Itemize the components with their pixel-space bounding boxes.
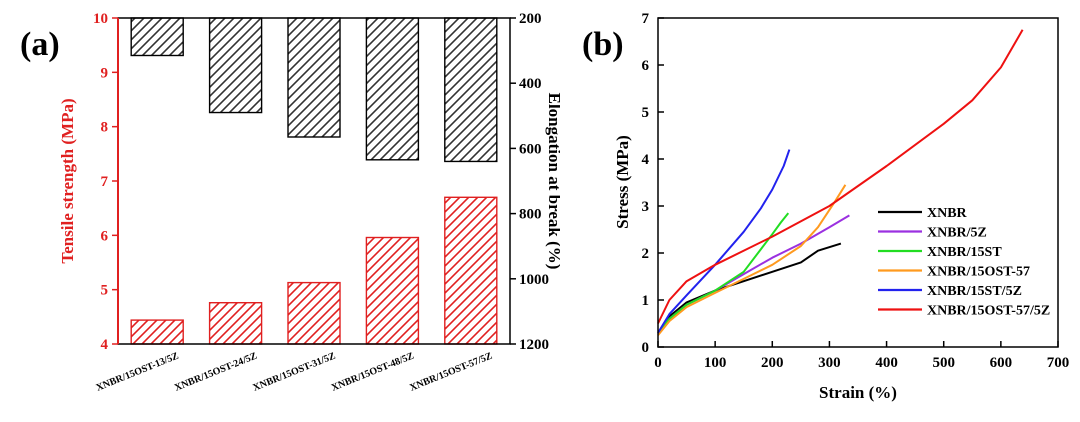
category-label: XNBR/15OST-24/5Z <box>173 350 259 393</box>
category-label: XNBR/15OST-48/5Z <box>330 350 416 393</box>
xtick-label: 700 <box>1047 355 1070 371</box>
legend-label: XNBR/15OST-57 <box>927 265 1030 280</box>
xtick-label: 500 <box>932 355 955 371</box>
category-label: XNBR/15OST-13/5Z <box>95 350 181 393</box>
ytick-label: 0 <box>642 340 650 356</box>
ylabel-right-a: Elongation at break (%) <box>545 93 560 270</box>
ytick-label-right: 800 <box>519 207 542 223</box>
series-line-xnbr <box>657 242 842 334</box>
ytick-label-left: 6 <box>101 228 109 244</box>
tensile-bar <box>287 281 341 345</box>
ytick-label: 1 <box>642 293 650 309</box>
series-line-xnbr-15ost-57 <box>657 184 847 336</box>
xtick-label: 100 <box>704 355 727 371</box>
tensile-elongation-bar-chart: (a) XNBR/15OST-13/5ZXNBR/15OST-24/5ZXNBR… <box>20 11 560 394</box>
tensile-bar <box>208 302 263 345</box>
xtick-label: 400 <box>875 355 898 371</box>
elongation-bar <box>365 17 420 161</box>
ytick-label-left: 9 <box>101 65 109 81</box>
ytick-label-right: 200 <box>519 11 542 27</box>
elongation-bar <box>208 17 263 114</box>
legend-label: XNBR/15ST <box>927 245 1002 260</box>
series-line-xnbr-15st <box>657 212 790 334</box>
ytick-label: 2 <box>642 246 650 262</box>
ytick-label-left: 8 <box>101 120 109 136</box>
ytick-label-right: 1200 <box>519 337 549 353</box>
legend-label: XNBR/5Z <box>927 226 987 241</box>
xtick-label: 300 <box>818 355 841 371</box>
stress-strain-line-chart: (b) 0 100 200 300 400 500 600 700 0 1 2 3 4 5 6 7 Strai… <box>582 11 1070 402</box>
xtick-label: 600 <box>990 355 1013 371</box>
panel-label-b: (b) <box>582 26 624 63</box>
category-label: XNBR/15OST-31/5Z <box>251 350 337 393</box>
legend-label: XNBR/15OST-57/5Z <box>927 304 1050 319</box>
xtick-label: 0 <box>654 355 662 371</box>
tensile-bar <box>444 196 498 345</box>
ytick-label-left: 5 <box>101 283 109 299</box>
series-line-xnbr-15st-5z <box>657 149 791 334</box>
category-label: XNBR/15OST-57/5Z <box>408 350 494 393</box>
legend-label: XNBR <box>927 206 968 221</box>
ytick-label-left: 10 <box>93 11 108 27</box>
legend-label: XNBR/15ST/5Z <box>927 284 1022 299</box>
ylabel-b: Stress (MPa) <box>613 135 632 229</box>
ytick-label: 7 <box>642 11 650 27</box>
tensile-bar <box>130 319 184 345</box>
elongation-bar <box>287 17 341 138</box>
ytick-label: 4 <box>642 152 650 168</box>
panel-label-a: (a) <box>20 26 60 63</box>
ytick-label: 5 <box>642 105 650 121</box>
xlabel-b: Strain (%) <box>819 383 897 402</box>
plot-frame-b <box>657 17 1059 348</box>
ylabel-left-a: Tensile strength (MPa) <box>58 98 77 263</box>
tensile-bar <box>365 236 420 345</box>
ytick-label-right: 600 <box>519 141 542 157</box>
ytick-label-left: 7 <box>101 174 109 190</box>
ytick-label-right: 400 <box>519 76 542 92</box>
series-line-xnbr-15ost-57-5z <box>657 29 1024 324</box>
xtick-label: 200 <box>761 355 784 371</box>
ytick-label: 6 <box>642 58 650 74</box>
elongation-bar <box>444 17 498 163</box>
elongation-bar <box>130 17 184 57</box>
ytick-label-left: 4 <box>101 337 109 353</box>
ytick-label: 3 <box>642 199 650 215</box>
ytick-label-right: 1000 <box>519 272 549 288</box>
